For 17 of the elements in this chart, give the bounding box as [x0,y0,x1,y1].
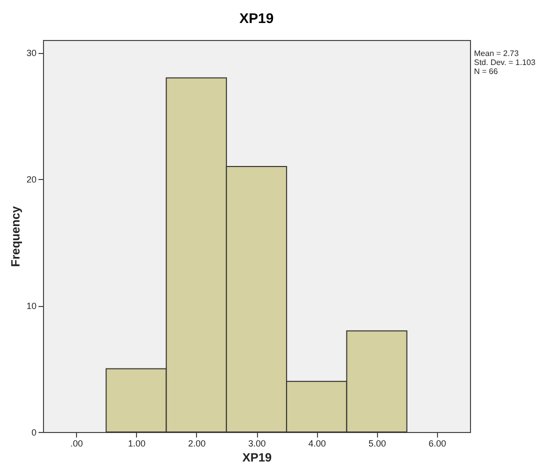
y-tick-label: 10 [26,301,36,312]
text: N = 66 [474,67,498,76]
x-axis-title: XP19 [242,450,272,464]
x-tick-label: .00 [70,438,83,448]
text: Mean = 2.73 [474,49,520,58]
x-tick-label: 3.00 [248,438,266,448]
x-tick-label: 2.00 [188,438,206,448]
x-tick-label: 6.00 [428,438,446,448]
chart-title: XP19 [239,10,274,26]
text: Std. Dev. = 1.103 [474,58,536,67]
y-tick-label: 0 [31,428,36,438]
x-tick-label: 5.00 [368,438,386,448]
x-tick-label: 1.00 [128,438,146,448]
y-tick-label: 20 [26,174,36,185]
x-tick-label: 4.00 [308,438,326,448]
y-axis-title: Frequency [8,206,22,267]
y-tick-label: 30 [26,48,36,58]
